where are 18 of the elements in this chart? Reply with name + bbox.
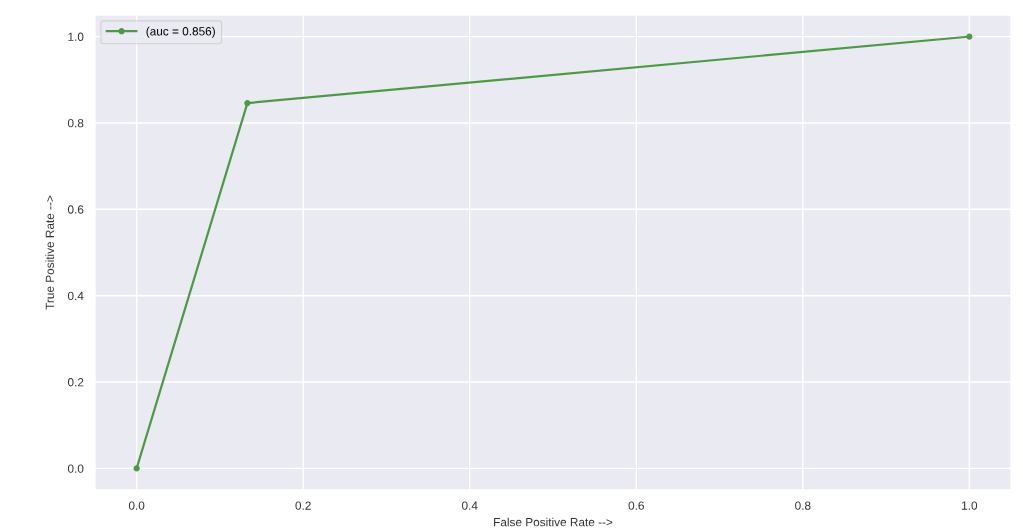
x-tick-label: 0.6 [628, 501, 644, 510]
y-tick-label: 0.4 [67, 291, 84, 301]
x-tick-label: 0.4 [461, 501, 478, 510]
legend-label: (auc = 0.856) [146, 26, 215, 38]
y-tick-label: 0.2 [67, 378, 84, 387]
y-axis-title: True Positive Rate --> [45, 195, 55, 310]
point [244, 99, 251, 107]
point [133, 465, 140, 472]
y-tick-label: 0.0 [67, 464, 84, 473]
y-tick-label: 1.0 [68, 32, 84, 41]
x-tick-label: 0.8 [795, 501, 811, 510]
x-tick-label: 1.0 [962, 501, 978, 510]
y-tick-label: 0.6 [67, 205, 84, 214]
x-tick-label: 0.0 [128, 501, 145, 510]
point [966, 33, 973, 40]
y-tick-label: 0.8 [67, 118, 84, 128]
x-tick-label: 0.2 [295, 501, 311, 510]
x-axis-title: False Positive Rate --> [494, 517, 613, 527]
